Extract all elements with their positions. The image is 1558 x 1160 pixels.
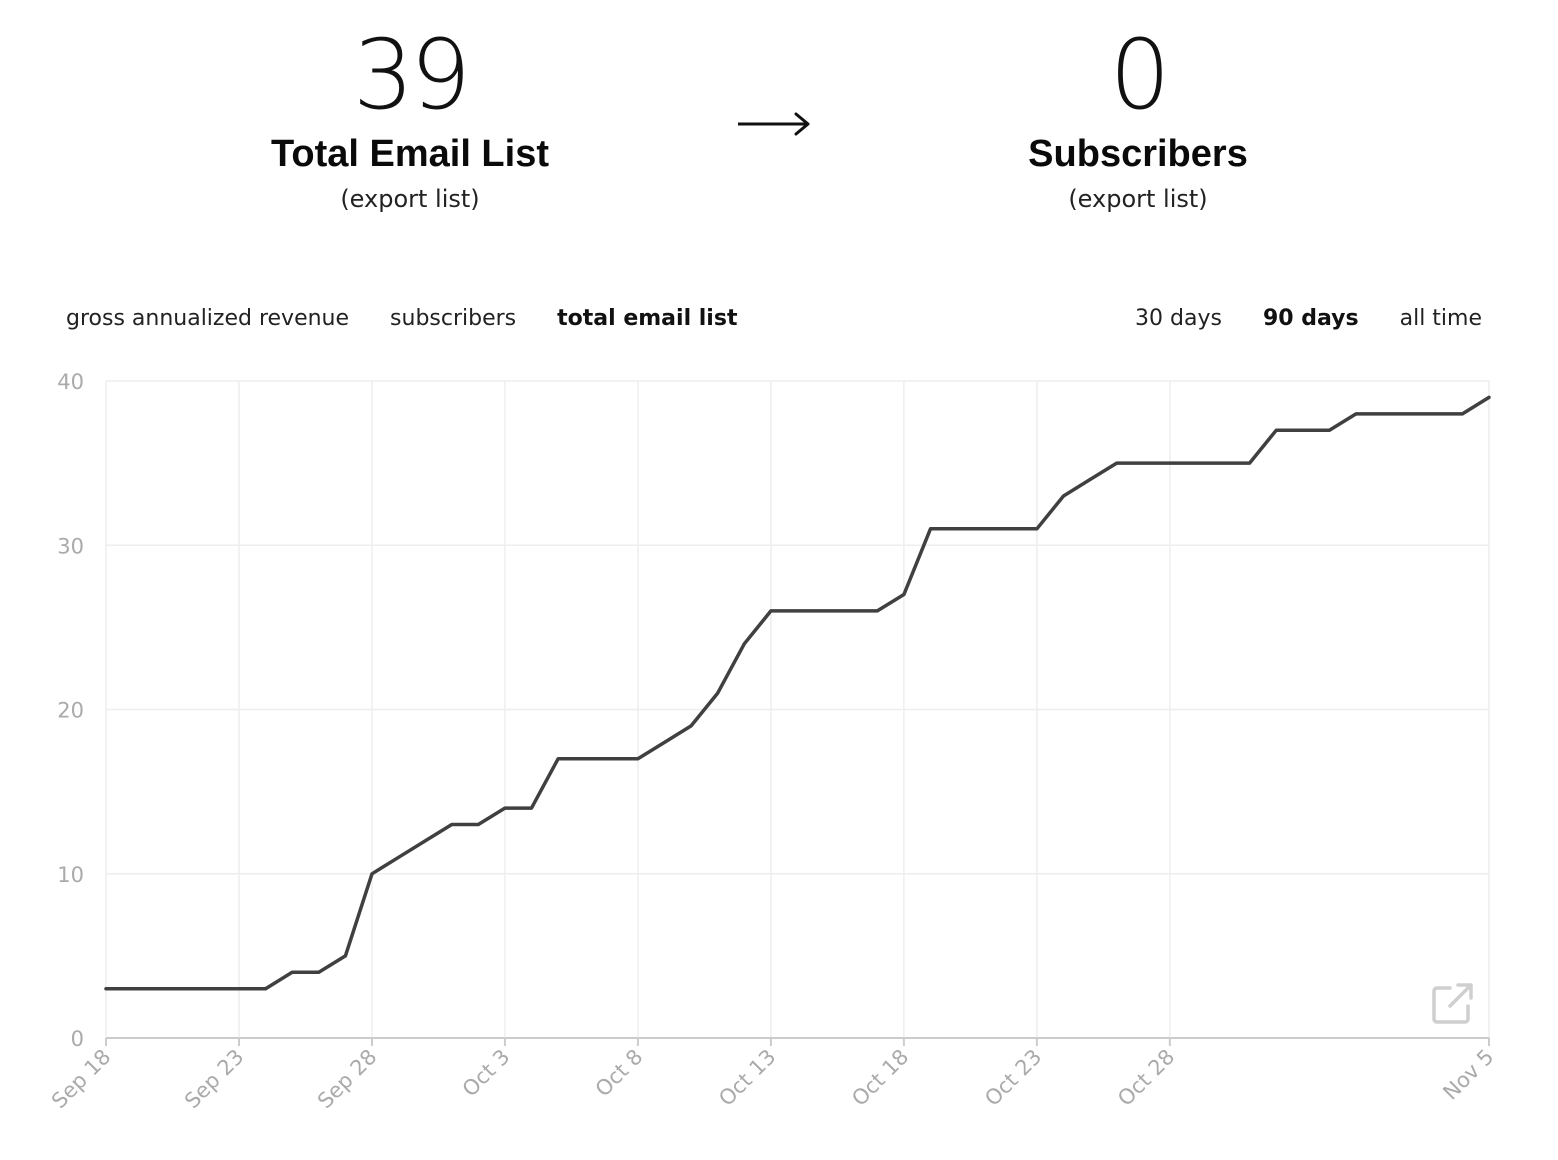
right-arrow-icon <box>738 112 810 136</box>
x-tick-label: Sep 18 <box>47 1045 116 1114</box>
tab-subscribers[interactable]: subscribers <box>390 305 517 331</box>
metric-tabs: gross annualized revenue subscribers tot… <box>66 300 778 336</box>
y-tick-label: 10 <box>57 863 84 887</box>
total-email-list-label: Total Email List <box>270 133 549 175</box>
x-tick-label: Oct 28 <box>1113 1045 1179 1111</box>
subscribers-count: 0 <box>1109 19 1170 131</box>
total-email-list-count: 39 <box>352 19 471 131</box>
x-tick-label: Oct 18 <box>847 1045 913 1111</box>
x-tick-label: Nov 5 <box>1438 1045 1498 1105</box>
total-email-list-stat: 39 Total Email List (export list) <box>130 20 690 216</box>
x-tick-label: Oct 13 <box>714 1045 780 1111</box>
tab-90-days[interactable]: 90 days <box>1262 305 1359 331</box>
tab-gross-annualized-revenue[interactable]: gross annualized revenue <box>66 305 350 331</box>
x-tick-label: Oct 8 <box>591 1045 648 1102</box>
subscribers-stat: 0 Subscribers (export list) <box>858 20 1418 216</box>
y-tick-label: 20 <box>57 699 84 723</box>
x-tick-label: Oct 23 <box>980 1045 1046 1111</box>
subscribers-label: Subscribers <box>1028 133 1248 175</box>
x-tick-label: Oct 3 <box>458 1045 515 1102</box>
y-tick-label: 30 <box>57 534 84 558</box>
y-tick-label: 0 <box>71 1027 84 1051</box>
total-email-list-chart: 0 10 20 30 40 Sep 18 Sep 23 Sep 28 Oct 3 Oct 8 Oct… <box>47 370 1499 1114</box>
export-subscribers-link[interactable]: (export list) <box>1068 185 1208 213</box>
export-email-list-link[interactable]: (export list) <box>340 185 480 213</box>
tab-all-time[interactable]: all time <box>1399 305 1482 331</box>
y-tick-label: 40 <box>57 370 84 394</box>
x-tick-label: Sep 23 <box>180 1045 249 1114</box>
x-tick-label: Sep 28 <box>313 1045 382 1114</box>
external-link-icon[interactable] <box>1430 980 1476 1026</box>
tab-30-days[interactable]: 30 days <box>1135 305 1222 331</box>
total-email-list-line <box>104 395 1491 991</box>
tab-total-email-list[interactable]: total email list <box>557 305 738 331</box>
range-tabs: 30 days 90 days all time <box>1094 300 1482 336</box>
